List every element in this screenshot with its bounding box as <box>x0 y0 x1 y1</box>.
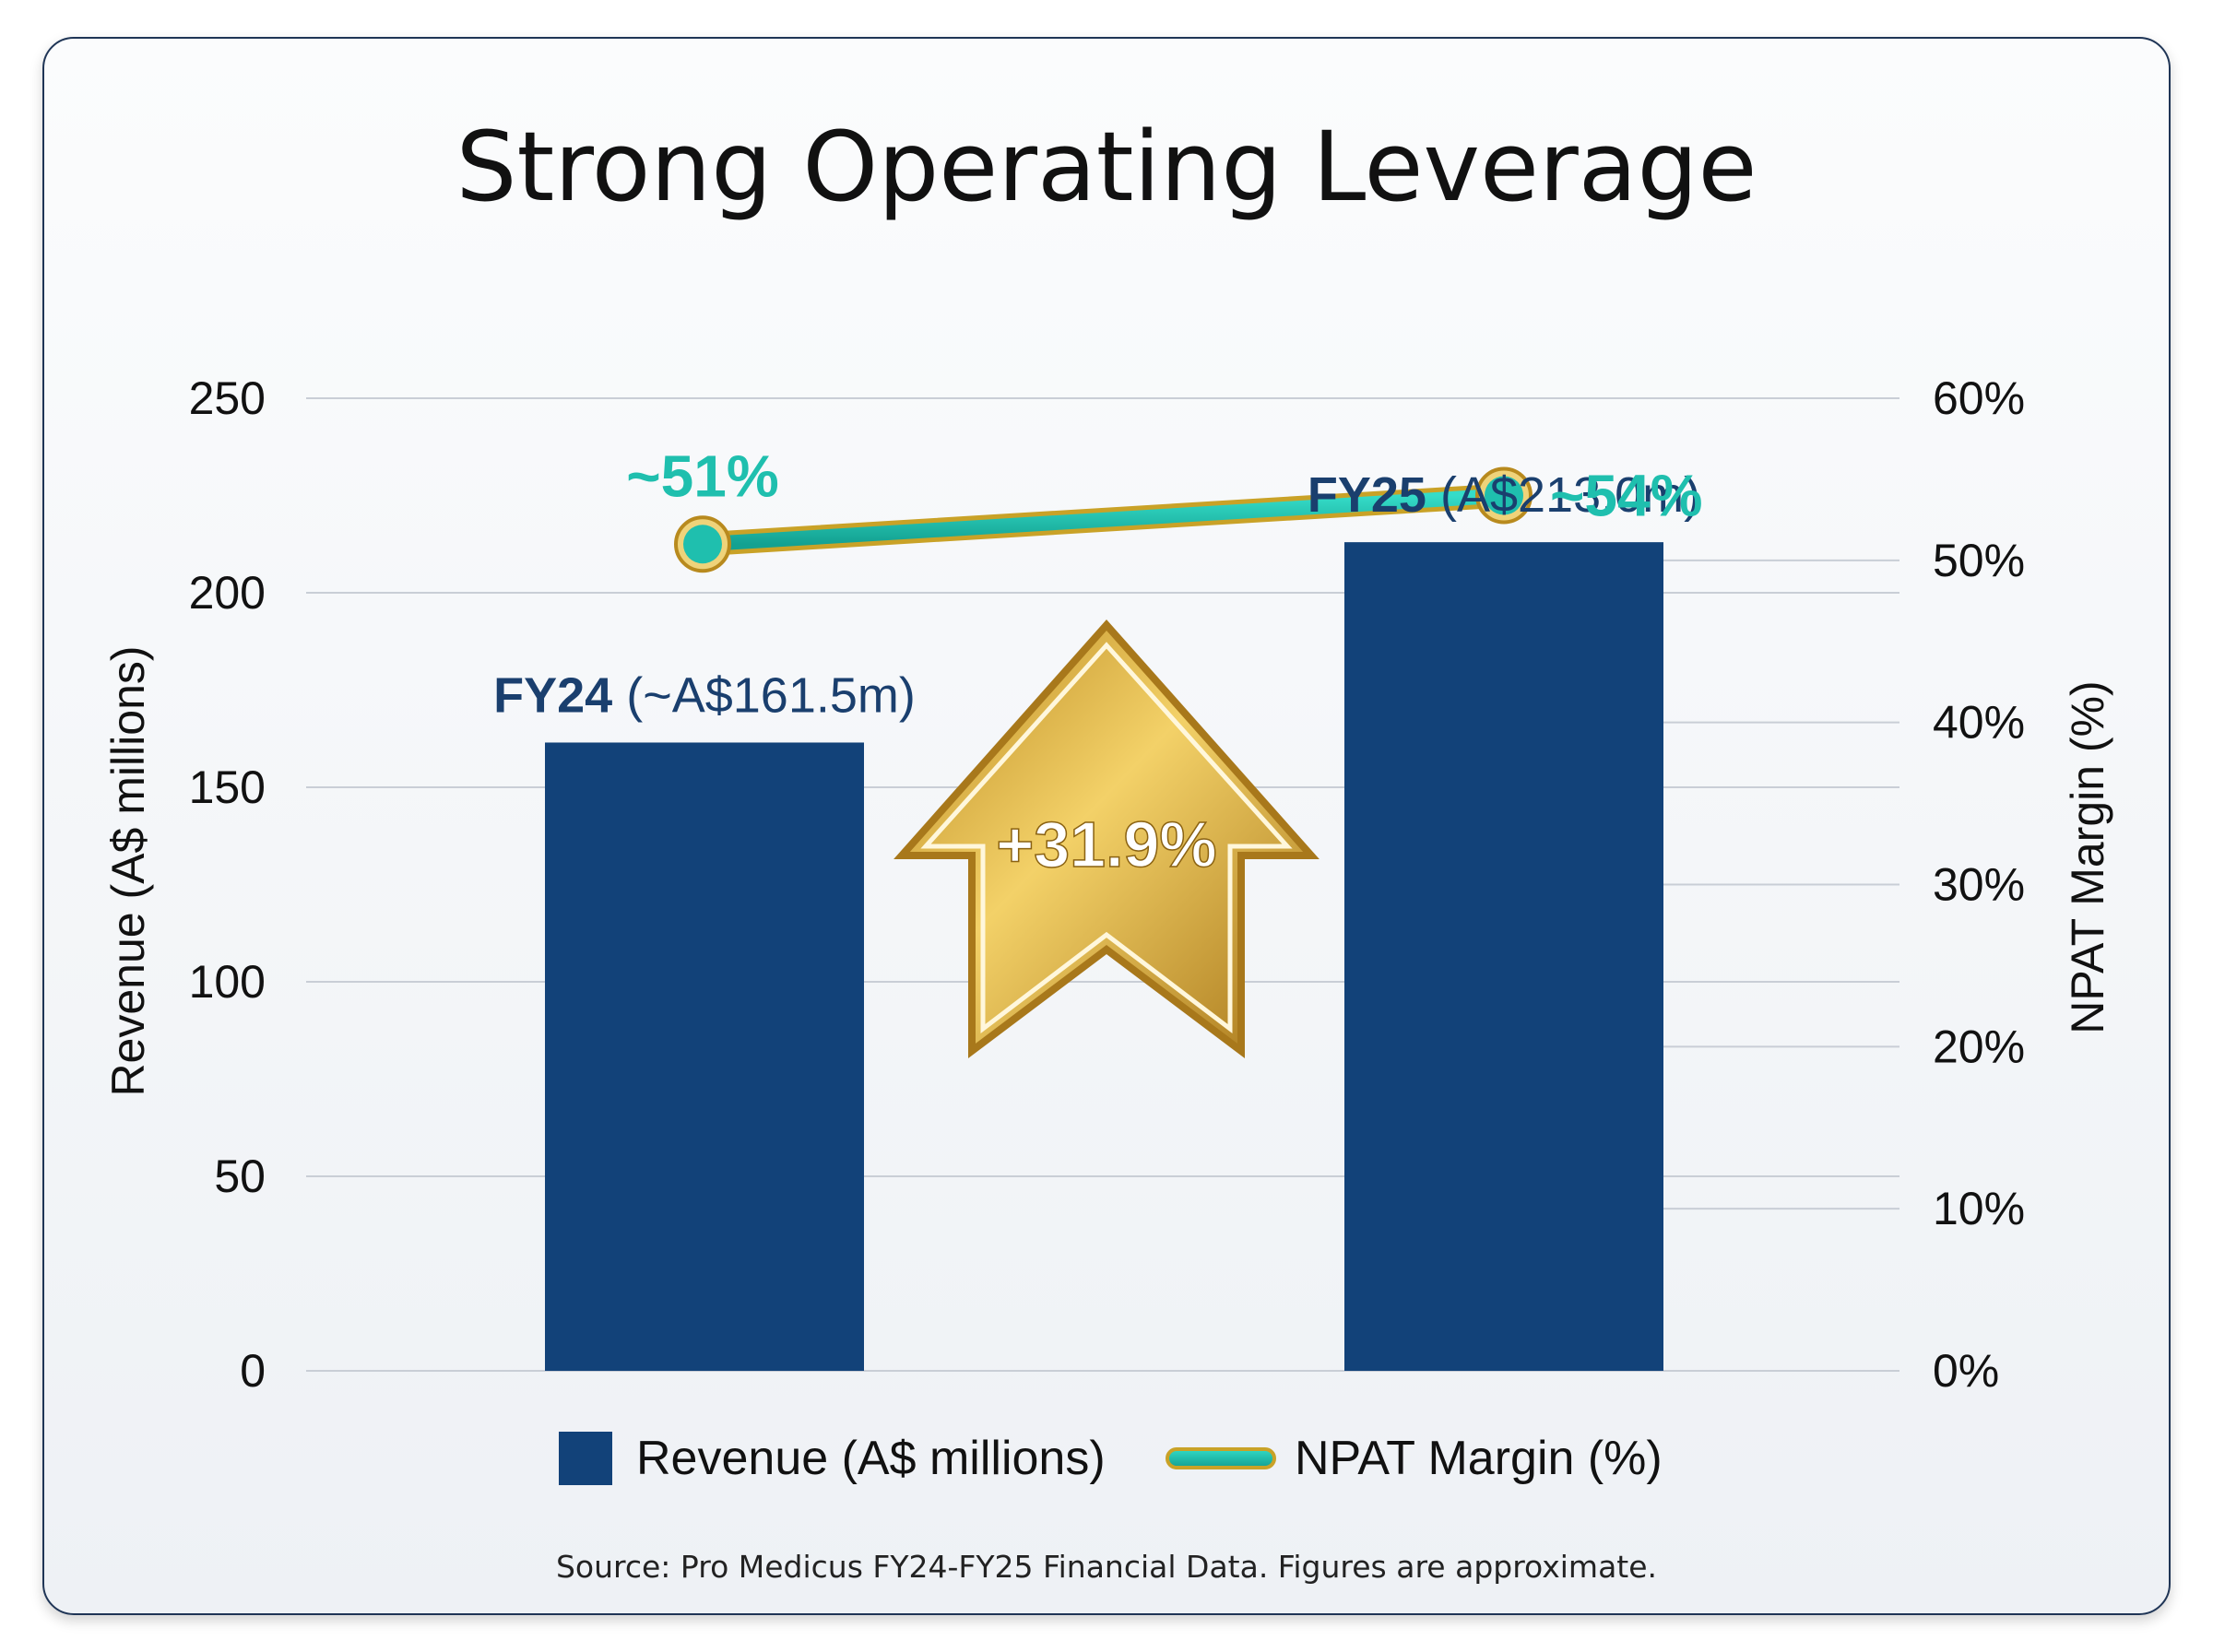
y-tick-right: 20% <box>1933 1021 2025 1072</box>
legend-swatch-revenue <box>559 1432 612 1485</box>
margin-line <box>674 466 1533 573</box>
y-tick-left: 150 <box>189 761 266 813</box>
legend-item-npat: NPAT Margin (%) <box>1166 1431 1663 1486</box>
y-tick-right: 40% <box>1933 697 2025 749</box>
bar-label-fy25: FY25 (A$213.0m) <box>1308 467 1700 523</box>
chart-title: Strong Operating Leverage <box>456 111 1757 223</box>
y-tick-right: 30% <box>1933 859 2025 911</box>
legend-label-npat: NPAT Margin (%) <box>1295 1432 1663 1485</box>
legend-label-revenue: Revenue (A$ millions) <box>636 1432 1106 1485</box>
y-tick-left: 0 <box>240 1345 266 1397</box>
margin-label-fy25: ~54% <box>1550 463 1702 529</box>
legend-swatch-npat <box>1166 1447 1276 1469</box>
bar-fy25 <box>1344 542 1663 1371</box>
y-tick-left: 200 <box>189 567 266 619</box>
growth-arrow-outline <box>920 642 1293 1034</box>
y-tick-left: 250 <box>189 372 266 424</box>
margin-line-stroke <box>695 488 1511 552</box>
growth-arrow: +31.9% <box>893 619 1320 1059</box>
y-tick-left: 100 <box>189 956 266 1008</box>
y-tick-right: 50% <box>1933 535 2025 586</box>
growth-label: +31.9% <box>996 808 1216 880</box>
bar-fy24 <box>545 742 864 1371</box>
y-tick-right: 0% <box>1933 1345 1999 1397</box>
margin-point-fy25 <box>1485 476 1523 515</box>
margin-label-fy24: ~51% <box>626 442 778 509</box>
legend: Revenue (A$ millions) NPAT Margin (%) <box>0 1431 2213 1495</box>
bar-label-fy24: FY24 (~A$161.5m) <box>493 667 916 723</box>
chart-labels: 0 50 100 150 200 250 0% 10% 20% 30% 40% 50% 60% FY24 … <box>189 372 2026 1397</box>
bars <box>545 542 1663 1371</box>
y-tick-left: 50 <box>214 1150 266 1202</box>
y-tick-right: 60% <box>1933 372 2025 424</box>
legend-item-revenue: Revenue (A$ millions) <box>559 1431 1106 1486</box>
margin-point-fy24 <box>683 525 722 564</box>
growth-arrow-shape <box>893 619 1320 1059</box>
source-note: Source: Pro Medicus FY24-FY25 Financial … <box>555 1549 1658 1585</box>
y-tick-right: 10% <box>1933 1183 2025 1234</box>
